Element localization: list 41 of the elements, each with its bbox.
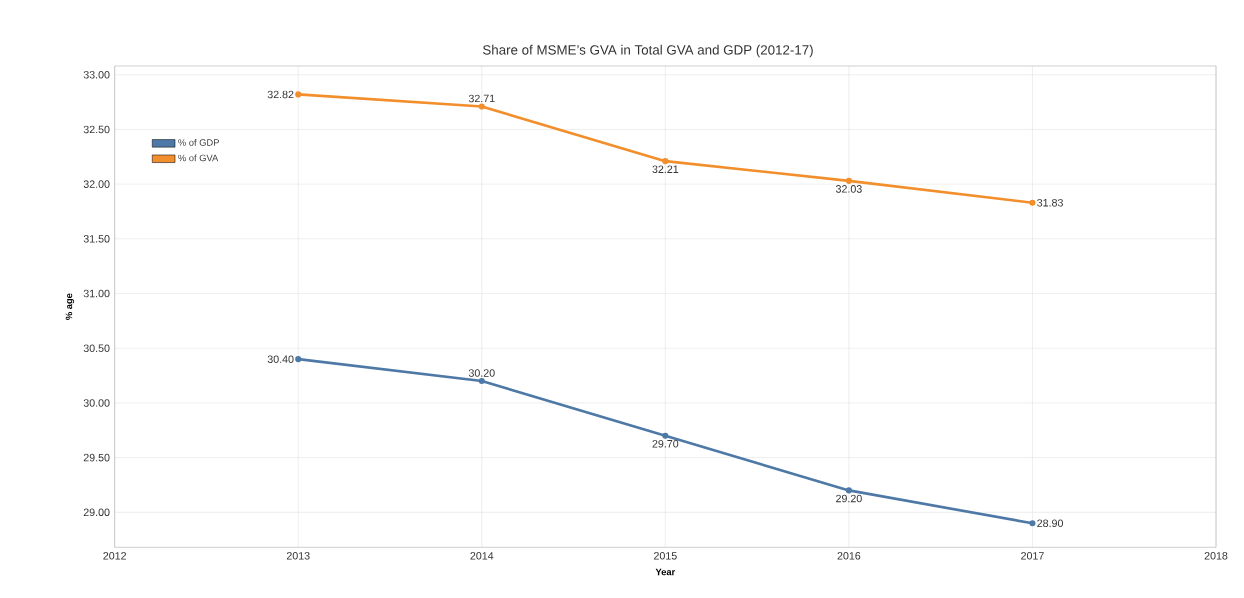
- point: [478, 377, 485, 385]
- point: [478, 103, 485, 110]
- data-label: 28.90: [1037, 519, 1063, 528]
- x-tick-label: 2018: [1204, 552, 1228, 560]
- data-label: 31.83: [1037, 198, 1063, 207]
- data-label: 32.03: [835, 185, 862, 193]
- x-tick-label: 2013: [286, 552, 310, 560]
- point: [295, 91, 302, 98]
- data-label: 30.20: [468, 369, 495, 377]
- x-tick-label: 2016: [837, 552, 861, 560]
- data-label: 32.71: [468, 94, 495, 103]
- y-tick-label: 31.00: [83, 289, 110, 298]
- data-label: 29.20: [836, 494, 862, 503]
- point: [1029, 199, 1036, 206]
- point: [662, 158, 669, 165]
- y-axis-title: % age: [65, 293, 75, 320]
- y-tick-label: 29.00: [83, 508, 110, 517]
- x-tick-label: 2017: [1021, 552, 1044, 560]
- y-tick-label: 33.00: [83, 70, 110, 79]
- x-tick-label: 2012: [103, 552, 126, 560]
- x-axis-title: Year: [655, 568, 676, 576]
- point: [1029, 520, 1036, 527]
- legend-label: % of GDP: [178, 138, 219, 146]
- y-tick-label: 32.00: [83, 180, 110, 188]
- chart-title: Share of MSME’s GVA in Total GVA and GDP (2012-17): [482, 44, 813, 58]
- point: [845, 487, 852, 494]
- legend-label: % of GVA: [178, 154, 219, 162]
- data-label: 29.70: [652, 440, 679, 448]
- data-label: 32.21: [652, 165, 679, 173]
- y-tick-label: 30.00: [83, 399, 110, 407]
- point: [295, 356, 302, 363]
- point: [662, 432, 669, 439]
- y-tick-label: 30.50: [83, 344, 110, 352]
- x-tick-label: 2014: [470, 552, 494, 560]
- point: [845, 177, 852, 184]
- x-tick-label: 2015: [654, 552, 677, 560]
- y-tick-label: 29.50: [83, 453, 110, 462]
- y-tick-label: 32.50: [83, 125, 110, 134]
- data-label: 32.82: [267, 90, 294, 99]
- data-label: 30.40: [267, 355, 294, 363]
- y-tick-label: 31.50: [83, 235, 110, 243]
